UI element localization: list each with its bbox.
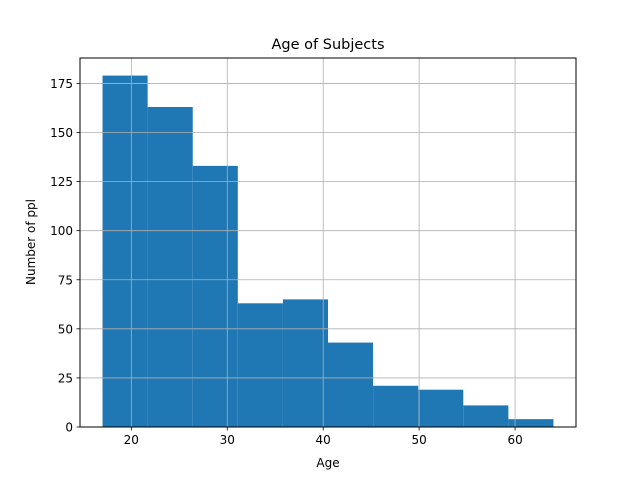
x-axis-label: Age <box>316 456 339 470</box>
histogram-bar-3 <box>192 165 238 427</box>
histogram-bar-6 <box>328 342 374 427</box>
histogram-bar-5 <box>282 299 328 427</box>
y-tick-label-50: 50 <box>58 322 73 336</box>
x-tick-label-30: 30 <box>220 433 235 447</box>
y-tick-label-75: 75 <box>58 273 73 287</box>
histogram-bar-8 <box>418 389 464 427</box>
y-tick-label-0: 0 <box>65 421 73 435</box>
y-tick-label-100: 100 <box>50 224 73 238</box>
histogram-bar-2 <box>147 106 193 427</box>
y-tick-label-175: 175 <box>50 77 73 91</box>
y-tick-label-25: 25 <box>58 371 73 385</box>
plot-area: 20 30 40 50 60 0 25 50 75 100 125 150 175 <box>50 57 577 447</box>
y-axis-label: Number of ppl <box>24 199 38 285</box>
histogram-bar-10 <box>508 419 554 427</box>
chart-title: Age of Subjects <box>272 37 385 53</box>
histogram-bar-9 <box>463 405 509 427</box>
x-tick-label-60: 60 <box>507 433 522 447</box>
y-axis: 0 25 50 75 100 125 150 175 <box>50 77 80 435</box>
histogram-bar-4 <box>237 303 283 427</box>
histogram-bars <box>102 75 554 428</box>
histogram-bar-1 <box>102 75 148 428</box>
axes-frame <box>79 57 577 428</box>
grid-lines <box>80 58 576 428</box>
y-tick-label-125: 125 <box>50 175 73 189</box>
x-tick-label-20: 20 <box>124 433 139 447</box>
histogram-bar-7 <box>373 385 419 427</box>
x-tick-label-50: 50 <box>412 433 427 447</box>
y-tick-label-150: 150 <box>50 126 73 140</box>
x-tick-label-40: 40 <box>316 433 331 447</box>
x-axis: 20 30 40 50 60 <box>124 427 523 447</box>
